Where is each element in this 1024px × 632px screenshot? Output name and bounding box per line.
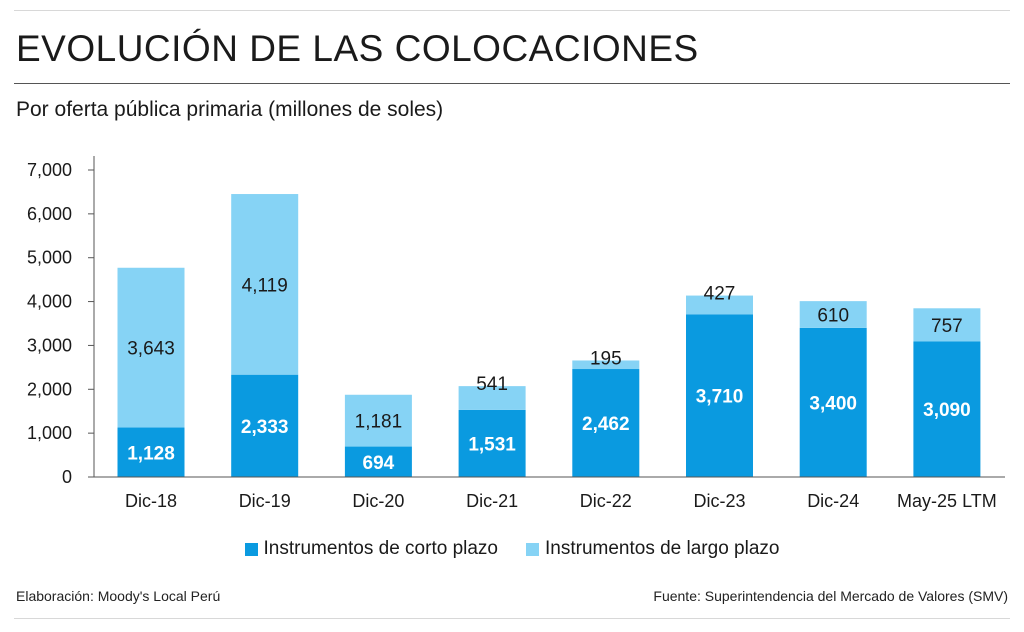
- x-tick-label: Dic-18: [125, 491, 177, 511]
- legend-swatch-short-term: [244, 542, 258, 556]
- legend-item-short-term: Instrumentos de corto plazo: [244, 538, 498, 560]
- bar-long-term: [799, 301, 867, 328]
- data-label-long-term: 427: [704, 284, 736, 305]
- footer-source: Fuente: Superintendencia del Mercado de …: [653, 588, 1008, 604]
- x-tick-label: Dic-24: [807, 491, 859, 511]
- title-divider: [14, 83, 1010, 84]
- bar-short-term: [344, 446, 412, 477]
- data-label-short-term: 2,333: [241, 417, 289, 438]
- data-label-short-term: 2,462: [582, 414, 630, 435]
- x-tick-label: May-25 LTM: [897, 491, 997, 511]
- data-label-short-term: 1,531: [468, 434, 516, 455]
- y-tick-label: 6,000: [27, 204, 72, 224]
- footer-credit: Elaboración: Moody's Local Perú: [16, 588, 221, 604]
- bottom-divider: [14, 618, 1010, 619]
- y-tick-label: 0: [62, 467, 72, 487]
- x-tick-label: Dic-21: [466, 491, 518, 511]
- legend-label-short-term: Instrumentos de corto plazo: [263, 538, 498, 559]
- y-tick-label: 2,000: [27, 379, 72, 399]
- bar-long-term: [572, 360, 640, 370]
- x-tick-label: Dic-22: [580, 491, 632, 511]
- x-tick-label: Dic-20: [352, 491, 404, 511]
- legend-item-long-term: Instrumentos de largo plazo: [526, 538, 779, 560]
- top-divider: [14, 10, 1010, 11]
- data-label-long-term: 541: [476, 374, 508, 395]
- data-label-short-term: 694: [363, 453, 395, 474]
- bar-short-term: [913, 341, 981, 477]
- data-label-short-term: 3,710: [696, 387, 744, 408]
- bar-short-term: [458, 409, 526, 477]
- bar-short-term: [572, 369, 640, 477]
- data-label-long-term: 3,643: [127, 339, 175, 360]
- bar-long-term: [458, 386, 526, 410]
- bar-short-term: [117, 427, 185, 477]
- stacked-bar-chart: 0 1,000 2,000 3,000 4,000 5,000 6,000 7,000 1,12…: [27, 156, 1005, 511]
- x-tick-label: Dic-19: [239, 491, 291, 511]
- data-label-short-term: 3,090: [923, 400, 971, 421]
- legend-label-long-term: Instrumentos de largo plazo: [545, 538, 780, 559]
- data-label-short-term: 3,400: [809, 393, 857, 414]
- data-label-long-term: 4,119: [242, 275, 288, 296]
- bar-long-term: [913, 308, 981, 342]
- bar-short-term: [231, 374, 299, 477]
- data-label-long-term: 1,181: [355, 412, 403, 433]
- y-tick-label: 7,000: [27, 160, 72, 180]
- legend-swatch-long-term: [526, 542, 539, 556]
- bar-long-term: [344, 394, 412, 447]
- bar-long-term: [231, 194, 299, 375]
- bar-long-term: [117, 267, 185, 428]
- x-tick-label: Dic-23: [693, 491, 745, 511]
- data-label-long-term: 195: [590, 348, 622, 369]
- chart-subtitle: Por oferta pública primaria (millones de…: [16, 98, 444, 121]
- chart-title: EVOLUCIÓN DE LAS COLOCACIONES: [16, 28, 699, 69]
- bar-short-term: [799, 327, 867, 477]
- bar-long-term: [686, 295, 753, 315]
- data-label-short-term: 1,128: [127, 443, 175, 464]
- bar-short-term: [686, 314, 753, 477]
- y-tick-label: 4,000: [27, 292, 72, 312]
- legend: Instrumentos de corto plazo Instrumentos…: [0, 538, 1024, 560]
- y-tick-label: 5,000: [27, 248, 72, 268]
- data-label-long-term: 610: [817, 306, 849, 327]
- y-tick-label: 1,000: [27, 423, 72, 443]
- data-label-long-term: 757: [931, 316, 963, 337]
- y-tick-label: 3,000: [27, 335, 72, 355]
